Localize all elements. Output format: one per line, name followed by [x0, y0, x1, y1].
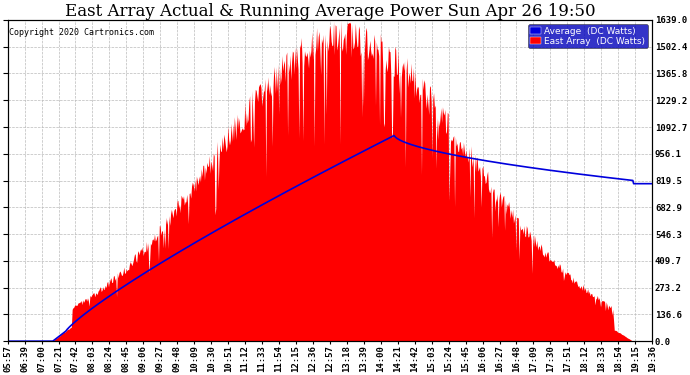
Text: Copyright 2020 Cartronics.com: Copyright 2020 Cartronics.com	[9, 28, 154, 37]
Title: East Array Actual & Running Average Power Sun Apr 26 19:50: East Array Actual & Running Average Powe…	[65, 3, 595, 20]
Legend: Average  (DC Watts), East Array  (DC Watts): Average (DC Watts), East Array (DC Watts…	[528, 24, 648, 48]
